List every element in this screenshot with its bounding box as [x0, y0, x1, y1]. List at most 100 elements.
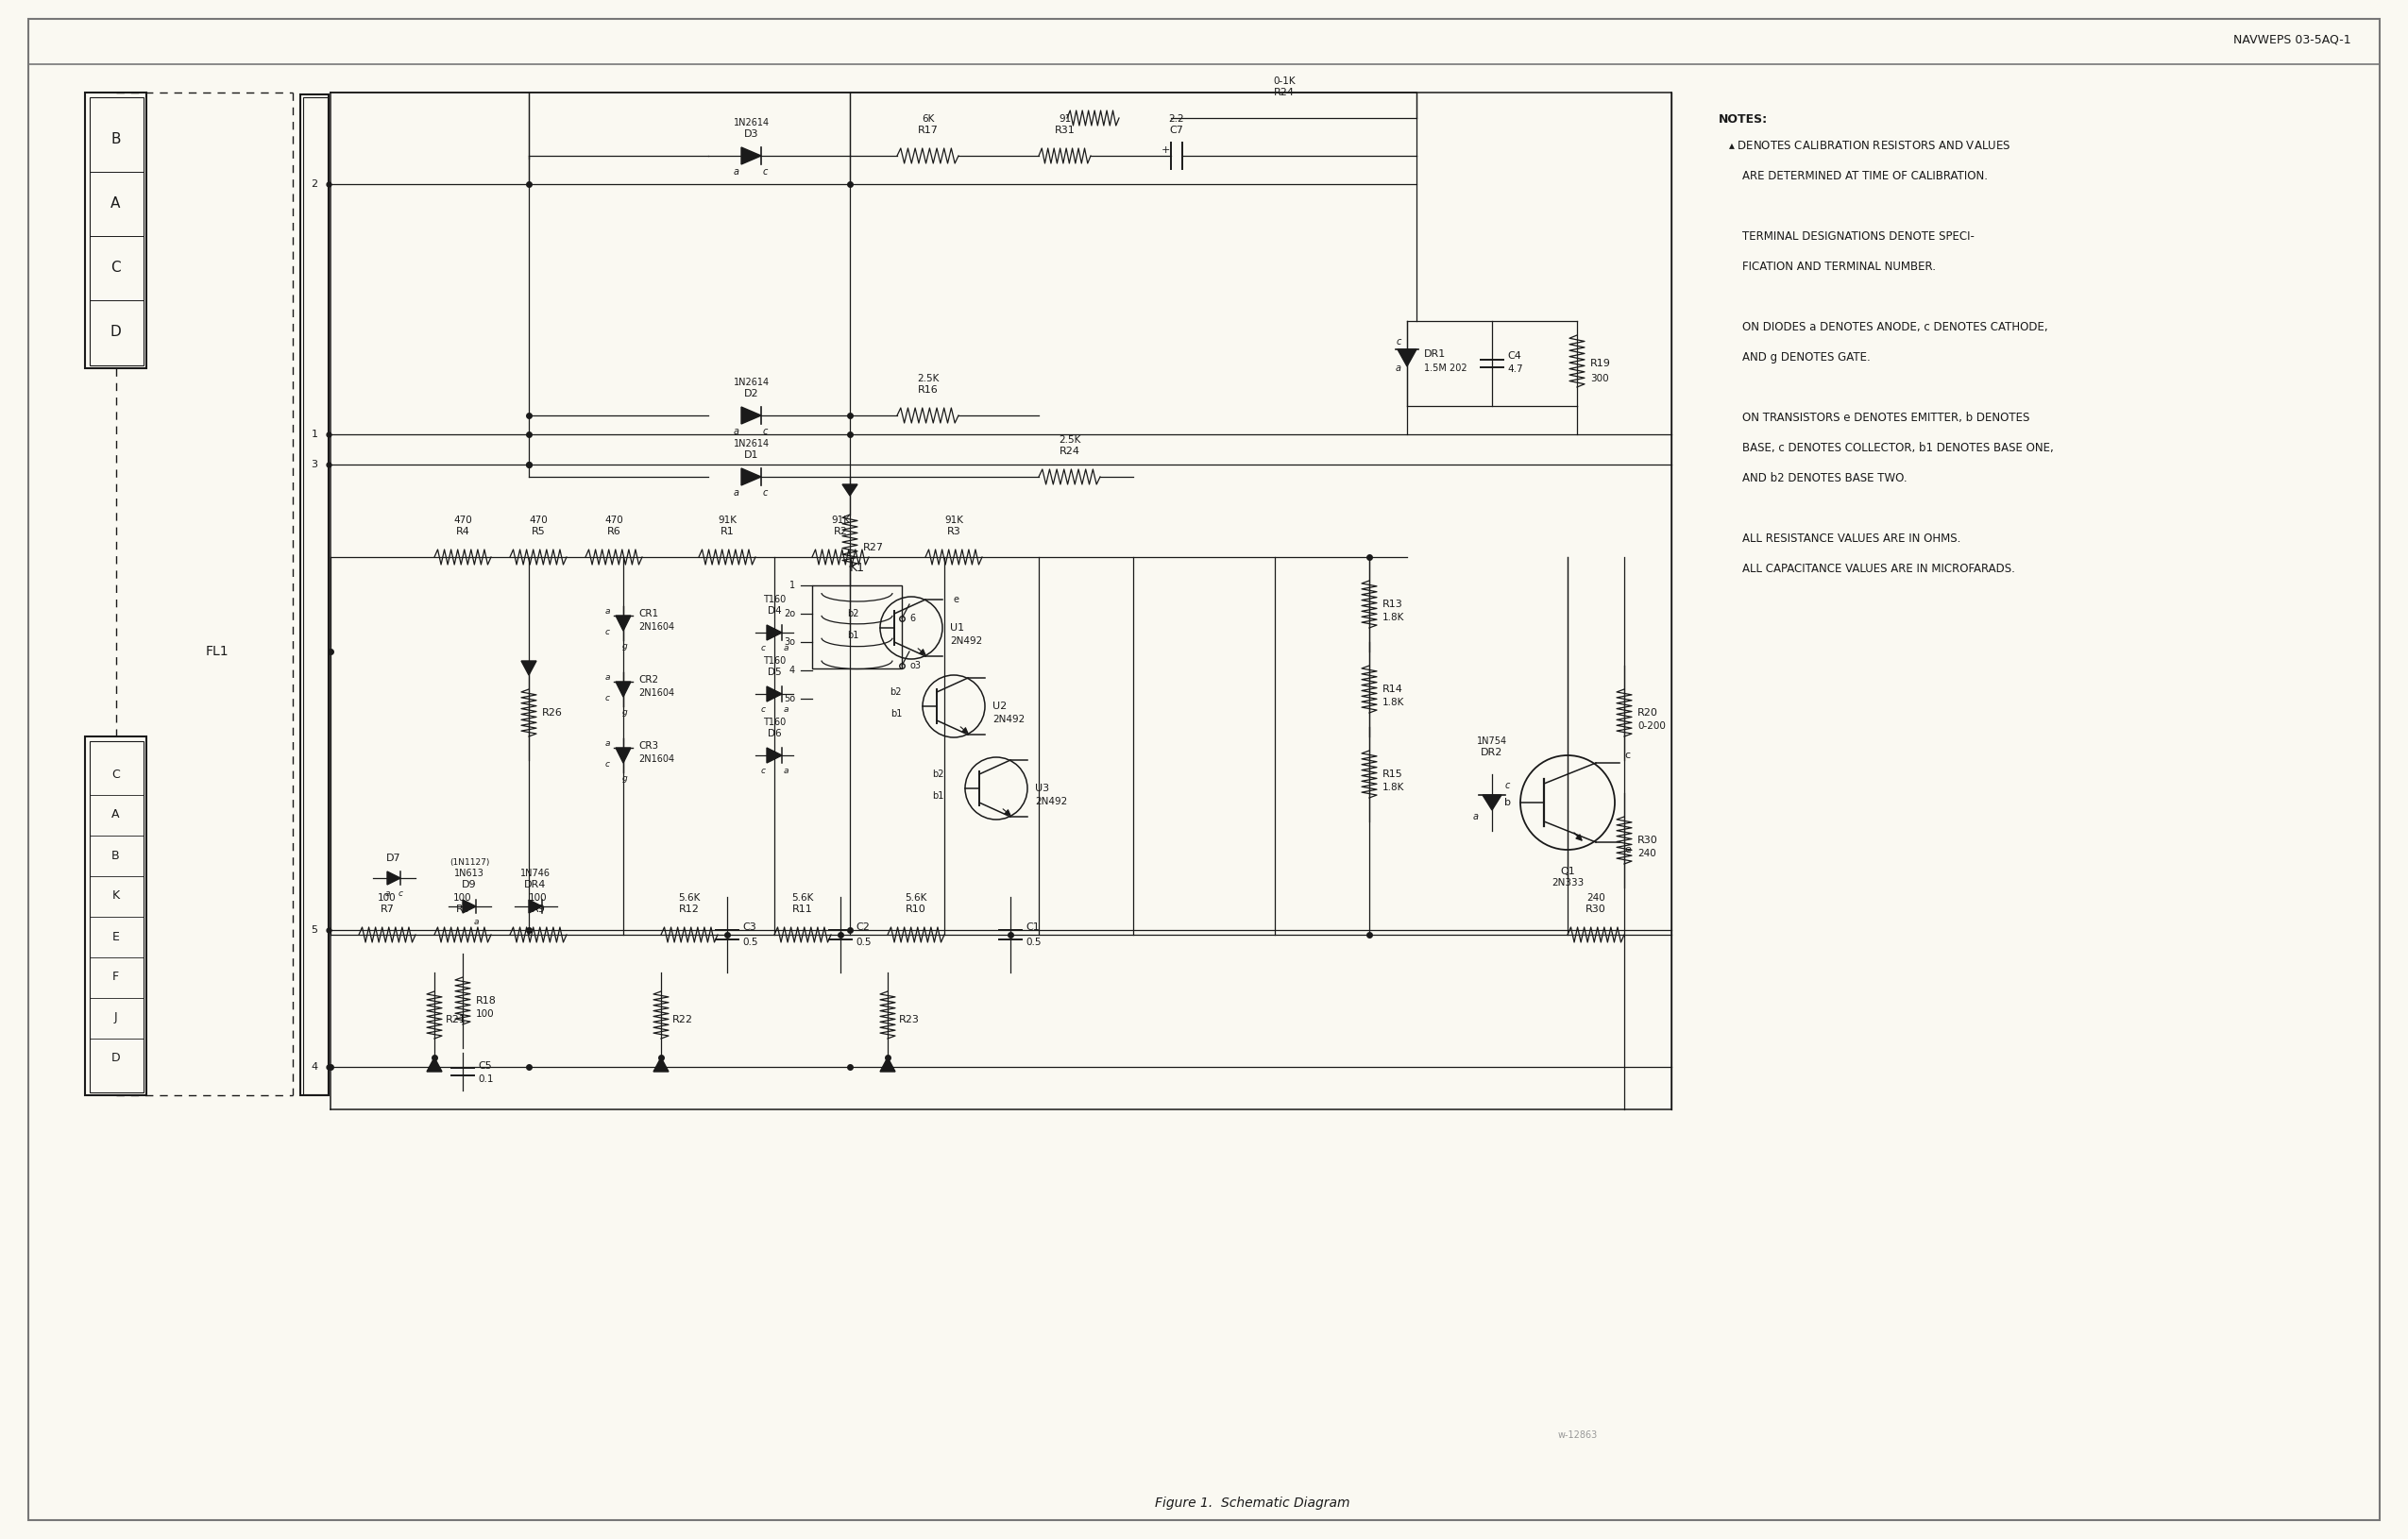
Text: Q1: Q1 [1560, 866, 1575, 876]
Text: ARE DETERMINED AT TIME OF CALIBRATION.: ARE DETERMINED AT TIME OF CALIBRATION. [1743, 169, 1987, 182]
Text: R7: R7 [380, 905, 395, 914]
Text: 2N333: 2N333 [1551, 879, 1584, 888]
Text: R21: R21 [445, 1016, 467, 1025]
Text: 0-1K: 0-1K [1274, 77, 1296, 86]
Text: 1N2614: 1N2614 [734, 119, 771, 128]
Text: c: c [763, 168, 768, 177]
Text: 100: 100 [378, 893, 397, 903]
Text: B: B [111, 850, 120, 862]
Text: 1: 1 [790, 580, 795, 589]
Text: 2N1604: 2N1604 [638, 688, 674, 697]
Text: 5.6K: 5.6K [792, 893, 814, 903]
Text: 1.8K: 1.8K [1382, 697, 1404, 708]
Text: a: a [385, 890, 390, 897]
Text: 1N754: 1N754 [1476, 737, 1507, 746]
Text: 91K: 91K [718, 516, 737, 525]
Text: D: D [111, 325, 120, 340]
Text: DR1: DR1 [1423, 349, 1445, 359]
Text: a: a [783, 705, 787, 714]
Polygon shape [879, 1057, 896, 1071]
Text: b2: b2 [932, 770, 944, 779]
Text: R2: R2 [833, 526, 848, 536]
Polygon shape [616, 616, 631, 631]
Text: R16: R16 [917, 385, 939, 394]
Text: R17: R17 [917, 126, 939, 135]
Polygon shape [766, 748, 783, 763]
Text: a: a [734, 488, 739, 497]
Text: T160: T160 [763, 717, 785, 726]
Text: 0-200: 0-200 [1637, 722, 1666, 731]
Text: R24: R24 [1060, 446, 1081, 456]
Text: c: c [1505, 780, 1510, 790]
Text: R19: R19 [1589, 359, 1611, 368]
Polygon shape [1483, 796, 1503, 810]
Text: a: a [604, 608, 609, 616]
Polygon shape [766, 686, 783, 702]
Text: R12: R12 [679, 905, 701, 914]
Text: c: c [761, 766, 766, 776]
Text: 5o: 5o [783, 694, 795, 703]
Text: R24: R24 [1274, 88, 1296, 97]
Text: DR4: DR4 [525, 880, 547, 890]
Text: 470: 470 [453, 516, 472, 525]
Text: T160: T160 [763, 656, 785, 666]
Text: a: a [1397, 363, 1401, 372]
Text: E: E [111, 931, 120, 943]
Text: 5: 5 [311, 925, 318, 934]
Text: e: e [1625, 845, 1630, 854]
Text: b1: b1 [932, 791, 944, 800]
Text: 2N1604: 2N1604 [638, 622, 674, 631]
Text: c: c [763, 488, 768, 497]
Text: CR2: CR2 [638, 676, 657, 685]
Text: 2o: 2o [783, 609, 795, 619]
Text: 100: 100 [477, 1010, 494, 1019]
Text: A: A [111, 197, 120, 211]
Text: F: F [113, 971, 118, 983]
Text: R27: R27 [862, 543, 884, 553]
Text: D9: D9 [462, 880, 477, 890]
Text: ON TRANSISTORS e DENOTES EMITTER, b DENOTES: ON TRANSISTORS e DENOTES EMITTER, b DENO… [1743, 411, 2030, 423]
Text: 2N492: 2N492 [1035, 797, 1067, 806]
Text: TERMINAL DESIGNATIONS DENOTE SPECI-: TERMINAL DESIGNATIONS DENOTE SPECI- [1743, 231, 1975, 243]
Text: a: a [1474, 813, 1479, 822]
Text: g: g [621, 708, 628, 717]
Text: 100: 100 [530, 893, 547, 903]
Text: CR3: CR3 [638, 742, 657, 751]
Text: b1: b1 [891, 709, 903, 719]
Text: T160: T160 [763, 596, 785, 605]
Polygon shape [766, 625, 783, 640]
Text: e: e [954, 596, 958, 605]
Text: 0.1: 0.1 [477, 1074, 494, 1083]
Polygon shape [426, 1057, 443, 1071]
Polygon shape [616, 682, 631, 697]
Polygon shape [653, 1057, 669, 1071]
Text: R20: R20 [1637, 708, 1659, 717]
Text: 3o: 3o [783, 637, 795, 646]
Text: 300: 300 [1589, 374, 1609, 383]
Text: R31: R31 [1055, 126, 1076, 135]
Text: a: a [604, 674, 609, 682]
Text: b2: b2 [848, 609, 860, 619]
Text: R26: R26 [542, 708, 563, 717]
Text: AND g DENOTES GATE.: AND g DENOTES GATE. [1743, 351, 1871, 363]
Text: 240: 240 [1587, 893, 1606, 903]
Text: K: K [111, 890, 120, 902]
Text: b1: b1 [848, 631, 860, 640]
Text: R22: R22 [672, 1016, 694, 1025]
Text: 2.5K: 2.5K [1060, 436, 1081, 445]
Polygon shape [1397, 349, 1416, 366]
Text: (1N1127): (1N1127) [450, 859, 489, 866]
Text: 0.5: 0.5 [742, 937, 759, 946]
Text: 4: 4 [790, 666, 795, 676]
Text: g: g [621, 642, 628, 651]
Text: 470: 470 [530, 516, 547, 525]
Text: a: a [734, 426, 739, 436]
Text: c: c [1625, 751, 1630, 760]
Text: 5.6K: 5.6K [679, 893, 701, 903]
Bar [303, 97, 327, 1094]
Text: c: c [761, 643, 766, 653]
Text: R15: R15 [1382, 770, 1404, 779]
Text: R10: R10 [905, 905, 927, 914]
Text: 1N2614: 1N2614 [734, 439, 771, 448]
Text: R4: R4 [455, 526, 470, 536]
